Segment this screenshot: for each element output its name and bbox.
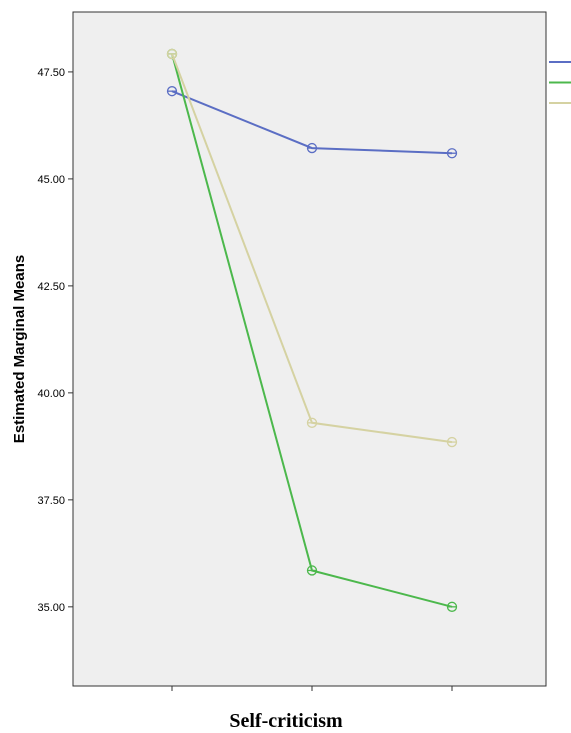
legend	[549, 61, 571, 104]
y-tick-label: 40.00	[37, 388, 65, 400]
y-tick-label: 47.50	[37, 67, 65, 79]
y-axis: 35.00 37.50 40.00 42.50 45.00 47.50	[37, 67, 73, 614]
y-tick-label: 37.50	[37, 495, 65, 507]
y-tick-label: 35.00	[37, 602, 65, 614]
series-3	[166, 48, 458, 448]
series-1	[166, 86, 458, 159]
y-axis-label: Estimated Marginal Means	[11, 255, 28, 443]
plot-area	[72, 11, 547, 687]
x-axis-label: Self-criticism	[229, 710, 343, 732]
series-layer	[166, 48, 458, 612]
y-tick-label: 45.00	[37, 174, 65, 186]
y-tick-label: 42.50	[37, 281, 65, 293]
x-axis	[171, 686, 453, 691]
